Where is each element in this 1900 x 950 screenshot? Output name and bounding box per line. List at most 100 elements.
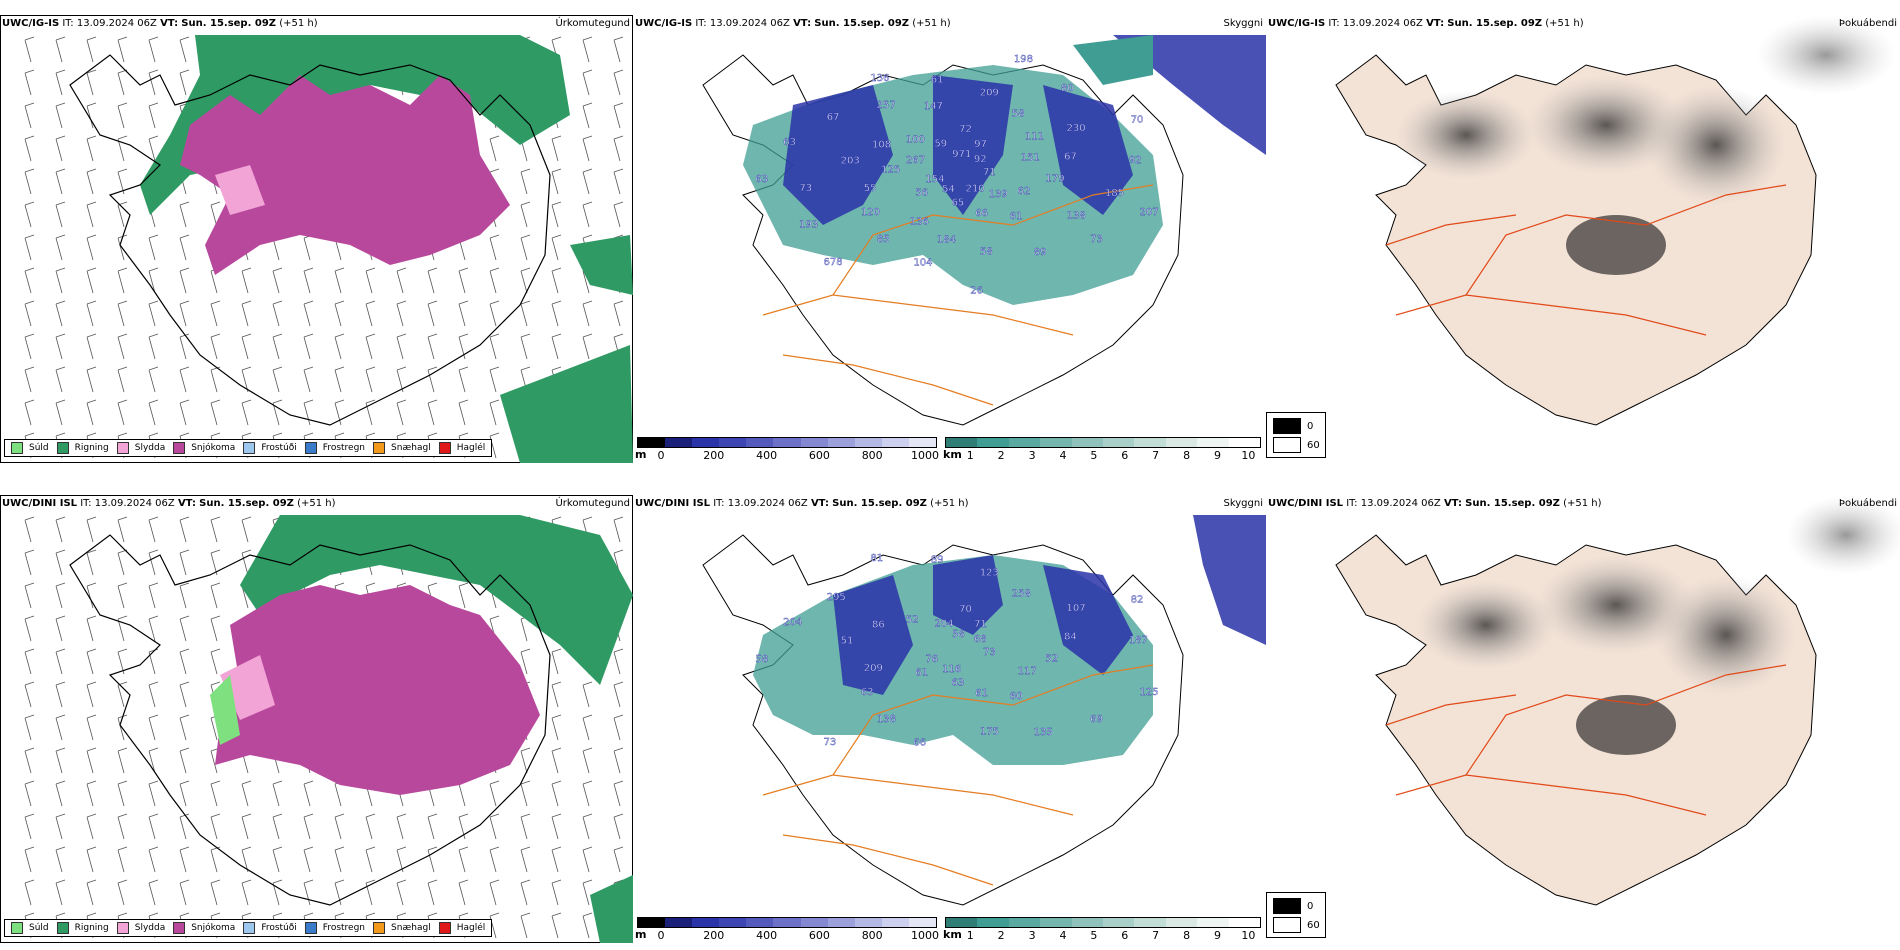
model-name: UWC/DINI ISL [1268, 498, 1344, 509]
wind-barb [520, 267, 531, 294]
wind-barb [241, 813, 252, 840]
it-value: 13.09.2024 06Z [727, 498, 808, 509]
colorbar-cell [1197, 918, 1229, 927]
wind-barb [427, 333, 438, 360]
wind-barb [303, 879, 314, 906]
it-label: IT: [1346, 498, 1358, 509]
wind-barb [148, 516, 159, 543]
colorbar-unit: km [943, 928, 962, 941]
colorbar-tick: 200 [703, 929, 725, 942]
colorbar-tick: 10 [1241, 929, 1256, 942]
colorbar-tick: 4 [1059, 929, 1067, 942]
colorbar-cell [665, 918, 693, 927]
wind-barb [179, 399, 190, 426]
wind-barb [24, 681, 35, 708]
wind-barb [86, 333, 97, 360]
lead-time: (+51 h) [297, 498, 336, 509]
panel-header: UWC/DINI ISL IT: 13.09.2024 06Z VT: Sun.… [1268, 498, 1602, 509]
fog-roads-2 [1385, 664, 1787, 816]
wind-barb [551, 813, 562, 840]
wind-barb [148, 780, 159, 807]
colorbar-cell [946, 438, 978, 447]
colorbar-cell [827, 438, 855, 447]
colorbar-tick: 2 [997, 929, 1005, 942]
legend-item: Frostregn [304, 922, 365, 934]
wind-barb [55, 615, 66, 642]
model-name: UWC/IG-IS [1268, 18, 1326, 29]
fog-white-swatch [1273, 437, 1301, 453]
legend-item: Snæhagl [373, 922, 431, 934]
wind-barb [117, 516, 128, 543]
legend-swatch [116, 922, 129, 934]
panel-header: UWC/DINI ISL IT: 13.09.2024 06Z VT: Sun.… [2, 498, 336, 509]
cloud-base-label: 68 [974, 634, 987, 645]
wind-barb [24, 747, 35, 774]
wind-barb [613, 813, 624, 840]
cloud-base-label: 678 [824, 257, 843, 268]
fog-legend: 0 60 [1266, 892, 1326, 938]
wind-barb [86, 648, 97, 675]
wind-barb [24, 300, 35, 327]
wind-barb [86, 714, 97, 741]
wind-barb [334, 333, 345, 360]
wind-barb [272, 333, 283, 360]
legend-item: Rigning [56, 922, 109, 934]
colorbar-cell [1165, 918, 1198, 927]
wind-barb [520, 300, 531, 327]
colorbar-tick: 9 [1213, 929, 1221, 942]
colorbar-cell [881, 918, 909, 927]
cloud-labels-1: 71 56 72 61 203 230 104 136 207 154 97 66 108 67 85 61 7… [755, 54, 1159, 297]
wind-barb [210, 582, 221, 609]
legend-label: Slydda [134, 923, 166, 933]
wind-barb [613, 681, 624, 708]
wind-barb [272, 813, 283, 840]
cloud-base-label: 97 [974, 139, 987, 150]
cloud-base-label: 147 [924, 101, 943, 112]
colorbar-visibility: 1 2 3 4 5 6 7 8 9 10 km [943, 437, 1261, 463]
panel-title: Skyggni [1223, 18, 1263, 29]
wind-barb [179, 780, 190, 807]
wind-barb [55, 648, 66, 675]
wind-barb [148, 300, 159, 327]
wind-barb [489, 879, 500, 906]
wind-barb [148, 267, 159, 294]
wind-barb [272, 879, 283, 906]
wind-barb [55, 102, 66, 129]
rain-area-1 [140, 35, 570, 215]
cloud-base-label: 73 [1090, 234, 1103, 245]
legend-label: Rigning [74, 443, 109, 453]
wind-barb [427, 879, 438, 906]
colorbar-cell [1008, 438, 1041, 447]
colorbar-height: 0 200 400 600 800 1000 m [635, 437, 939, 463]
wind-barb [179, 300, 190, 327]
wind-barb [148, 36, 159, 63]
model-name: UWC/IG-IS [2, 18, 60, 29]
fog-legend: 0 60 [1266, 412, 1326, 458]
cloud-base-label: 295 [827, 592, 846, 603]
wind-barb [272, 399, 283, 426]
colorbar-tick: 9 [1213, 449, 1221, 462]
cloud-base-label: 100 [906, 134, 925, 145]
wind-barb [117, 846, 128, 873]
wind-barb [582, 168, 593, 195]
colorbar-cell [1071, 438, 1104, 447]
cloud-base-label: 26 [970, 285, 983, 296]
wind-barb [55, 549, 66, 576]
fog-black-label: 0 [1307, 420, 1314, 432]
wind-barb [86, 399, 97, 426]
wind-barb [520, 747, 531, 774]
dark-cloud-1 [783, 75, 1133, 225]
colorbar-cell [977, 918, 1009, 927]
wind-barb [551, 168, 562, 195]
wind-barb [427, 399, 438, 426]
vt-value: Sun. 15.sep. 09Z [1447, 18, 1543, 29]
cloud-base-label: 80 [1061, 83, 1074, 94]
wind-barb [303, 300, 314, 327]
wind-barb [458, 813, 469, 840]
cloud-base-label: 116 [942, 664, 961, 675]
wind-barb [148, 549, 159, 576]
wind-barb [55, 300, 66, 327]
cloud-base-label: 71 [974, 619, 987, 630]
rain-area-2b [590, 875, 633, 943]
wind-barb [148, 135, 159, 162]
